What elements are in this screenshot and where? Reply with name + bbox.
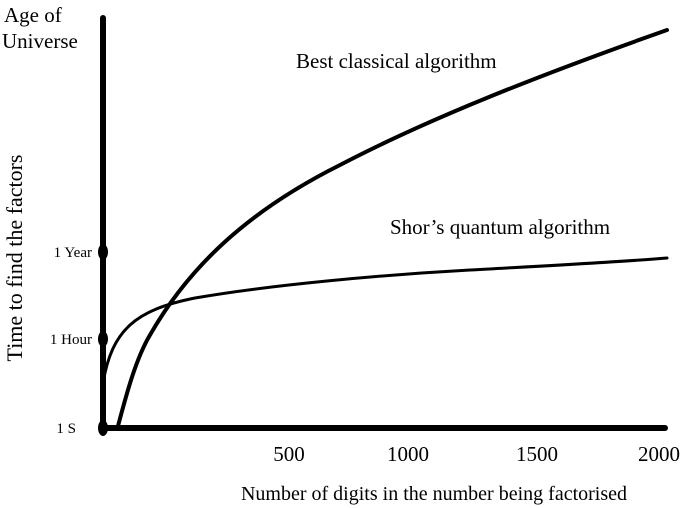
x-tick-label-1500: 1500 — [516, 442, 558, 466]
series-label-classical: Best classical algorithm — [296, 49, 497, 73]
x-tick-label-1000: 1000 — [387, 442, 429, 466]
x-tick-label-500: 500 — [273, 442, 305, 466]
series-label-shor: Shor’s quantum algorithm — [390, 215, 610, 239]
y-tick-label-1-year: 1 Year — [54, 245, 92, 261]
y-tick-label-1-s: 1 S — [56, 421, 76, 437]
y-tick-mark-1-s — [98, 420, 108, 436]
y-axis-title: Time to find the factors — [2, 155, 27, 362]
x-tick-label-2000: 2000 — [638, 442, 680, 466]
y-tick-mark-1-year — [98, 244, 108, 260]
series-line-shor — [101, 256, 669, 385]
y-tick-mark-1-hour — [98, 331, 108, 347]
x-axis-title: Number of digits in the number being fac… — [241, 483, 627, 505]
y-tick-label-1-hour: 1 Hour — [50, 332, 92, 348]
y-top-label-line1: Age of — [4, 3, 62, 27]
series-line-classical — [116, 28, 669, 428]
y-top-label-line2: Universe — [2, 29, 78, 53]
